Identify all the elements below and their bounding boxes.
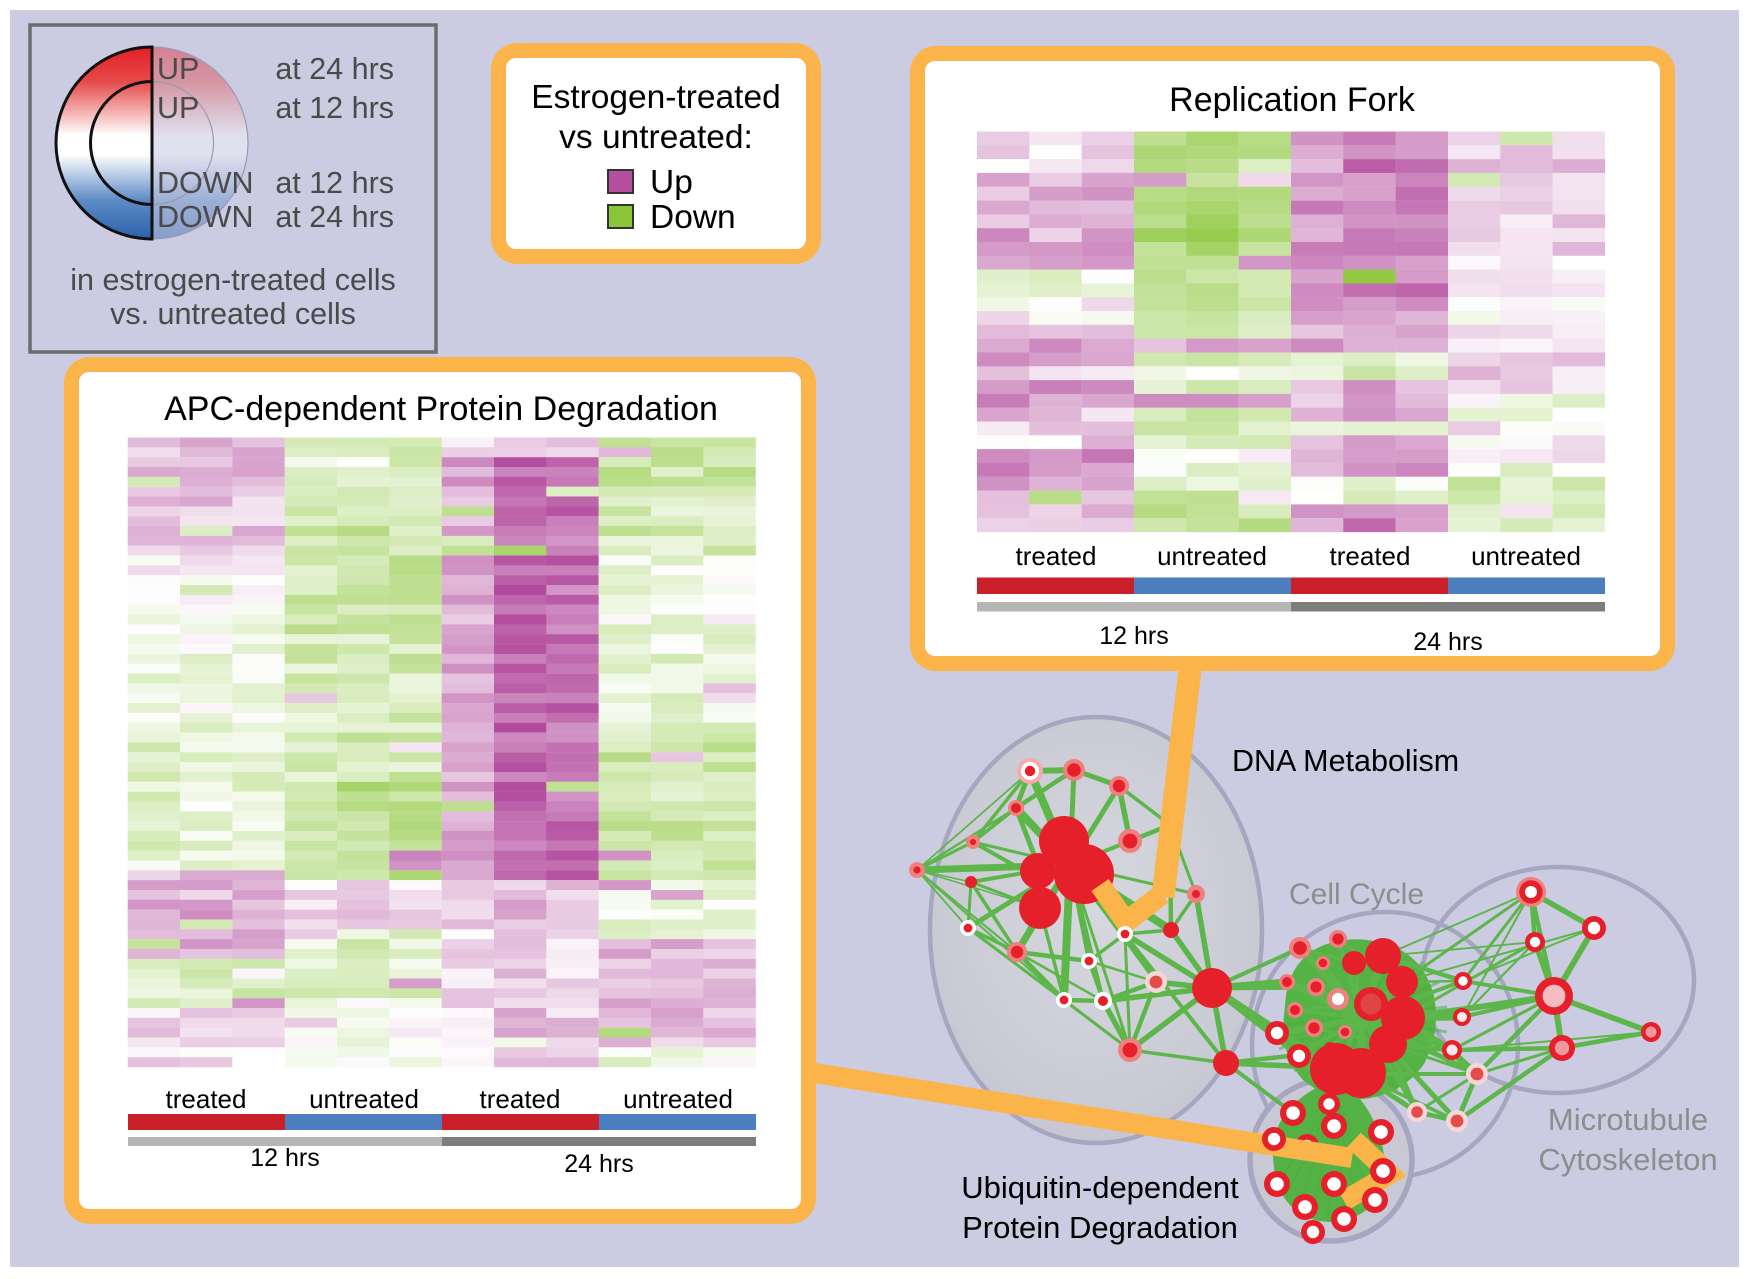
svg-text:DOWN: DOWN bbox=[157, 166, 254, 200]
svg-text:treated: treated bbox=[480, 1084, 561, 1114]
svg-text:Protein Degradation: Protein Degradation bbox=[962, 1210, 1238, 1245]
svg-text:Replication Fork: Replication Fork bbox=[1169, 81, 1416, 119]
svg-text:Estrogen-treated: Estrogen-treated bbox=[531, 79, 781, 116]
svg-text:Cell Cycle: Cell Cycle bbox=[1289, 878, 1424, 911]
svg-text:UP: UP bbox=[157, 52, 199, 86]
svg-text:treated: treated bbox=[1016, 541, 1097, 571]
svg-text:Cytoskeleton: Cytoskeleton bbox=[1538, 1142, 1717, 1177]
svg-text:24 hrs: 24 hrs bbox=[1413, 628, 1482, 656]
svg-text:treated: treated bbox=[1330, 541, 1411, 571]
svg-text:Down: Down bbox=[650, 199, 736, 236]
svg-text:treated: treated bbox=[166, 1084, 247, 1114]
svg-text:vs. untreated cells: vs. untreated cells bbox=[110, 297, 356, 331]
svg-text:Up: Up bbox=[650, 164, 693, 201]
svg-text:untreated: untreated bbox=[309, 1084, 419, 1114]
svg-text:24 hrs: 24 hrs bbox=[564, 1150, 633, 1178]
svg-text:at 12 hrs: at 12 hrs bbox=[275, 91, 394, 125]
svg-text:UP: UP bbox=[157, 91, 199, 125]
svg-text:12 hrs: 12 hrs bbox=[250, 1144, 319, 1172]
svg-text:Ubiquitin-dependent: Ubiquitin-dependent bbox=[961, 1170, 1239, 1205]
svg-text:at 24 hrs: at 24 hrs bbox=[275, 52, 394, 86]
svg-text:DNA Metabolism: DNA Metabolism bbox=[1232, 744, 1459, 778]
svg-text:untreated: untreated bbox=[623, 1084, 733, 1114]
svg-text:vs untreated:: vs untreated: bbox=[559, 119, 753, 156]
svg-text:DOWN: DOWN bbox=[157, 200, 254, 234]
svg-text:at 24 hrs: at 24 hrs bbox=[275, 200, 394, 234]
svg-text:APC-dependent Protein Degradat: APC-dependent Protein Degradation bbox=[164, 390, 718, 428]
svg-text:Microtubule: Microtubule bbox=[1548, 1102, 1708, 1137]
svg-text:untreated: untreated bbox=[1157, 541, 1267, 571]
svg-text:at 12 hrs: at 12 hrs bbox=[275, 166, 394, 200]
svg-text:untreated: untreated bbox=[1471, 541, 1581, 571]
svg-text:in estrogen-treated cells: in estrogen-treated cells bbox=[70, 263, 396, 297]
svg-text:12 hrs: 12 hrs bbox=[1099, 622, 1168, 650]
